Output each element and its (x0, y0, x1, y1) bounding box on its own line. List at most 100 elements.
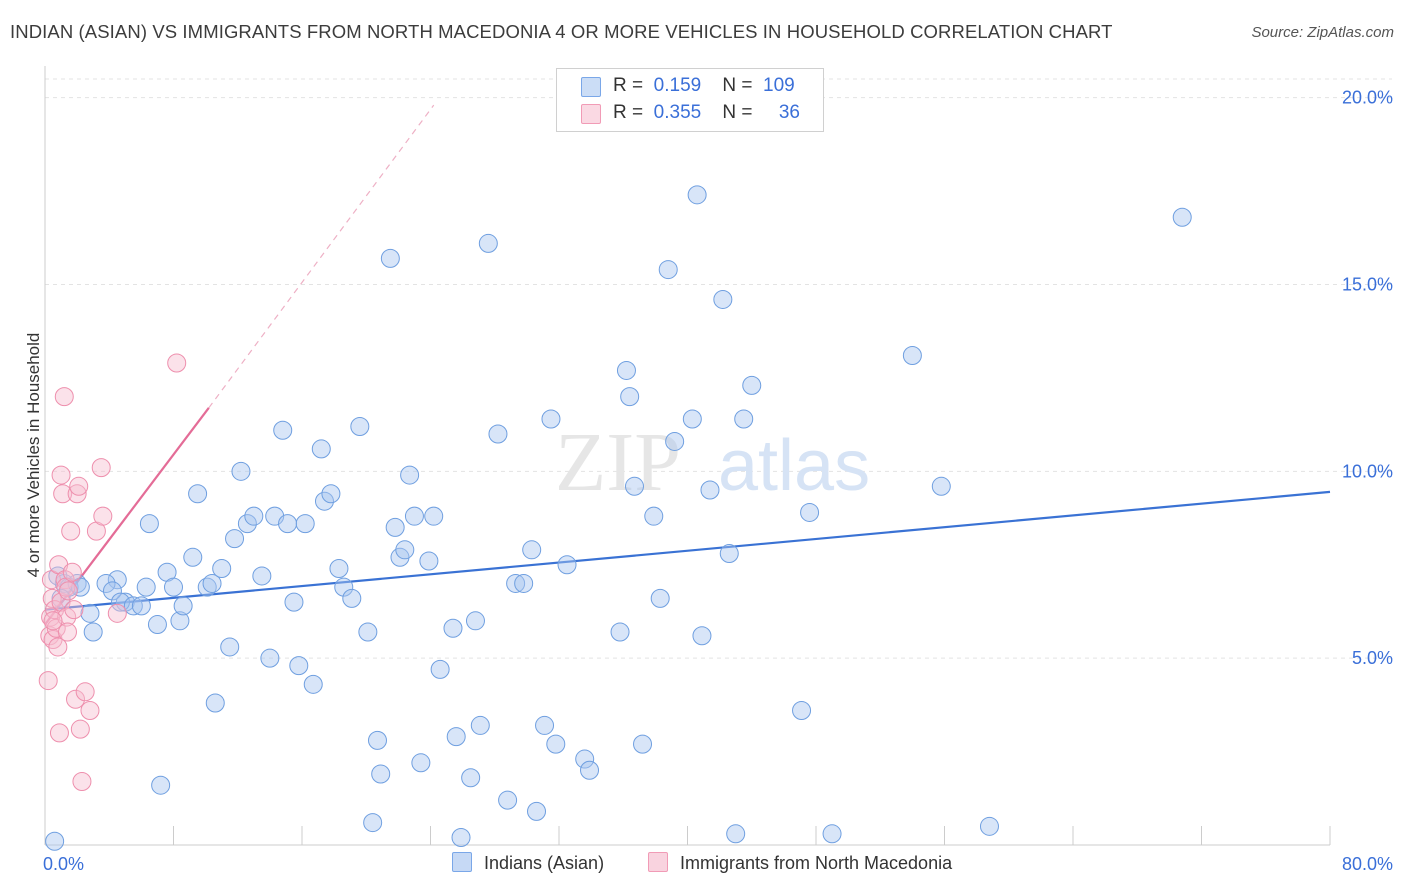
x-tick-label: 80.0% (1342, 854, 1393, 874)
watermark-atlas: atlas (718, 426, 870, 506)
point-macedonia (80, 700, 100, 720)
point-indians (147, 615, 167, 635)
point-indians (220, 637, 240, 657)
point-macedonia (58, 581, 78, 601)
point-macedonia (93, 506, 113, 526)
r-label: R = (613, 75, 644, 96)
point-indians (687, 185, 707, 205)
point-indians (580, 760, 600, 780)
y-tick-label: 10.0% (1342, 461, 1393, 481)
point-indians (385, 517, 405, 537)
point-indians (212, 558, 232, 578)
legend-item-indians[interactable]: Indians (Asian) (452, 852, 604, 874)
point-indians (446, 727, 466, 747)
point-indians (411, 753, 431, 773)
point-indians (713, 289, 733, 309)
r-value: 0.159 (653, 75, 702, 96)
point-indians (358, 622, 378, 642)
watermark-zip: ZIP (555, 416, 681, 509)
gridlines (45, 78, 1392, 659)
point-indians (314, 491, 334, 511)
point-indians (321, 484, 341, 504)
point-indians (289, 656, 309, 676)
point-macedonia (49, 723, 69, 743)
point-indians (231, 461, 251, 481)
point-macedonia (61, 521, 81, 541)
point-indians (624, 476, 644, 496)
point-indians (800, 502, 820, 522)
point-macedonia (67, 484, 87, 504)
point-indians (692, 626, 712, 646)
point-indians (1172, 207, 1192, 227)
point-indians (488, 424, 508, 444)
point-macedonia (107, 603, 127, 623)
y-tick-label: 15.0% (1342, 275, 1393, 295)
point-indians (350, 417, 370, 437)
point-indians (522, 540, 542, 560)
trend-extension-macedonia (208, 104, 435, 409)
point-indians (311, 439, 331, 459)
point-indians (139, 514, 159, 534)
point-indians (284, 592, 304, 612)
point-indians (342, 588, 362, 608)
point-indians (404, 506, 424, 526)
legend-swatch-pink (648, 852, 668, 872)
point-indians (424, 506, 444, 526)
legend-swatch-blue (452, 852, 472, 872)
point-macedonia (62, 562, 82, 582)
legend-swatch-blue (581, 77, 601, 97)
point-indians (541, 409, 561, 429)
point-macedonia (70, 719, 90, 739)
point-indians (451, 828, 471, 848)
point-macedonia (51, 465, 71, 485)
y-tick-label: 20.0% (1342, 88, 1393, 108)
correlation-legend: R = 0.159 N = 109 R = 0.355 N = 36 (556, 68, 824, 132)
point-indians (329, 558, 349, 578)
point-indians (719, 544, 739, 564)
legend-item-macedonia[interactable]: Immigrants from North Macedonia (648, 852, 952, 874)
point-indians (658, 260, 678, 280)
point-indians (506, 573, 526, 593)
point-macedonia (72, 771, 92, 791)
point-indians (616, 360, 636, 380)
point-indians (902, 346, 922, 366)
point-indians (252, 566, 272, 586)
point-indians (822, 824, 842, 844)
point-macedonia (55, 570, 75, 590)
point-indians (202, 573, 222, 593)
n-label: N = (722, 102, 753, 123)
point-indians (610, 622, 630, 642)
point-macedonia (64, 600, 84, 620)
point-indians (557, 555, 577, 575)
n-value: 109 (763, 75, 795, 96)
point-indians (419, 551, 439, 571)
point-indians (110, 592, 130, 612)
source-label: Source: ZipAtlas.com (1251, 24, 1394, 41)
point-indians (726, 824, 746, 844)
point-macedonia (66, 689, 86, 709)
point-indians (151, 775, 171, 795)
tick-labels: 5.0% 10.0% 15.0% 20.0% 0.0% 80.0% (43, 88, 1393, 874)
point-macedonia (43, 611, 63, 631)
point-indians (371, 764, 391, 784)
point-indians (303, 674, 323, 694)
point-indians (792, 700, 812, 720)
point-indians (136, 577, 156, 597)
point-indians (514, 573, 534, 593)
point-indians (102, 581, 122, 601)
point-indians (535, 715, 555, 735)
r-label: R = (613, 102, 644, 123)
point-indians (96, 573, 116, 593)
n-value: 36 (778, 102, 800, 123)
point-macedonia (167, 353, 187, 373)
point-indians (620, 387, 640, 407)
point-indians (273, 420, 293, 440)
point-indians (123, 596, 143, 616)
point-indians (742, 375, 762, 395)
watermark: ZIP atlas (555, 416, 870, 509)
point-indians (107, 570, 127, 590)
point-indians (498, 790, 518, 810)
point-indians (734, 409, 754, 429)
point-macedonia (57, 622, 77, 642)
